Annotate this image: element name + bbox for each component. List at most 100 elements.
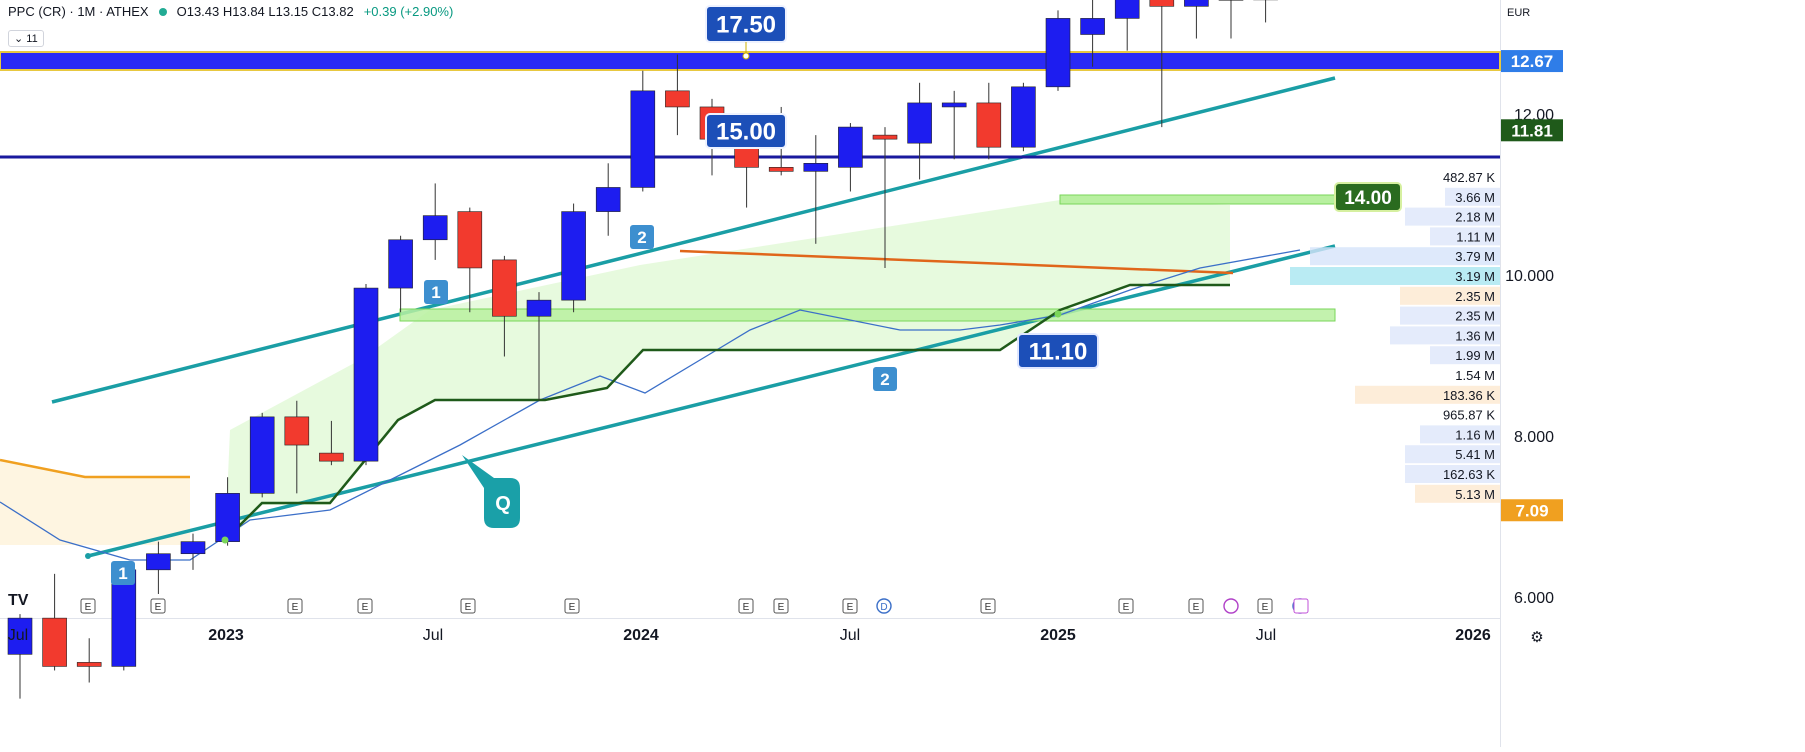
wave-2-top-text: 2 — [637, 228, 646, 247]
price-axis-divider — [1500, 0, 1501, 747]
future-earnings-marker — [1294, 599, 1308, 613]
change-value: +0.39 (+2.90%) — [364, 4, 454, 19]
volume-profile-label: 5.41 M — [1455, 447, 1495, 462]
earnings-marker-text: E — [743, 602, 750, 613]
indicator-count: 11 — [26, 33, 37, 45]
zone-anchor-marker — [1055, 311, 1062, 318]
candle-body — [458, 212, 482, 268]
volume-profile-label: 2.35 M — [1455, 309, 1495, 324]
channel-anchor-marker — [85, 553, 91, 559]
earnings-marker-text: E — [985, 602, 992, 613]
volume-profile-label: 1.11 M — [1456, 229, 1495, 244]
time-axis-tick: 2025 — [1040, 627, 1076, 644]
level-17-50-band — [0, 52, 1500, 70]
candle-body — [1115, 0, 1139, 18]
time-axis-tick: Jul — [423, 627, 443, 644]
label-17-50-anchor — [743, 53, 749, 59]
volume-profile-label: 5.13 M — [1455, 487, 1495, 502]
price-axis-tick: 6.000 — [1514, 590, 1554, 607]
candle-body — [1011, 87, 1035, 147]
volume-profile-label: 1.99 M — [1455, 348, 1495, 363]
tradingview-logo-text: TV — [8, 592, 29, 609]
split-marker — [1224, 599, 1238, 613]
time-axis-tick: Jul — [840, 627, 860, 644]
volume-profile-label: 162.63 K — [1443, 467, 1495, 482]
volume-profile-label: 3.66 M — [1455, 190, 1495, 205]
volume-profile-label: 1.36 M — [1455, 328, 1495, 343]
symbol-title[interactable]: PPC (CR) · 1M · ATHEX — [8, 4, 149, 19]
time-axis-tick: 2024 — [623, 627, 659, 644]
candle-body — [77, 662, 101, 666]
candle-body — [492, 260, 516, 316]
candle-body — [216, 493, 240, 541]
settings-gear-icon: ⚙ — [1530, 629, 1543, 646]
price-axis-tick: 8.000 — [1514, 429, 1554, 446]
label-11-10-text: 11.10 — [1029, 339, 1088, 366]
time-axis-divider — [0, 618, 1500, 619]
candle-body — [354, 288, 378, 461]
candle-body — [873, 135, 897, 139]
volume-profile-label: 482.87 K — [1443, 170, 1495, 185]
earnings-marker-text: E — [1262, 602, 1269, 613]
volume-profile-label: 3.19 M — [1455, 269, 1495, 284]
wave-1-top-text: 1 — [431, 283, 440, 302]
candle-body — [1046, 18, 1070, 86]
candle-body — [942, 103, 966, 107]
callout-q-shape — [462, 455, 520, 528]
price-axis-tick: 10.000 — [1505, 268, 1554, 285]
wave-1-bottom-text: 1 — [118, 564, 127, 583]
candle-body — [596, 187, 620, 211]
chart-header: PPC (CR) · 1M · ATHEX O13.43 H13.84 L13.… — [8, 4, 453, 19]
label-17-50-text: 17.50 — [716, 12, 776, 39]
earnings-marker-text: E — [85, 602, 92, 613]
time-axis-tick: Jul — [8, 627, 28, 644]
candle-body — [250, 417, 274, 493]
orange-fill-area — [0, 460, 190, 545]
candle-body — [1081, 18, 1105, 34]
volume-profile-label: 1.54 M — [1455, 368, 1495, 383]
candle-body — [562, 212, 586, 301]
price-tag-text: 7.09 — [1515, 501, 1548, 520]
candle-body — [804, 163, 828, 171]
candle-body — [43, 618, 67, 666]
label-14-00-text: 14.00 — [1344, 188, 1392, 209]
earnings-marker-text: E — [569, 602, 576, 613]
candle-body — [285, 417, 309, 445]
candle-body — [181, 542, 205, 554]
candle-body — [527, 300, 551, 316]
volume-profile-label: 2.18 M — [1455, 210, 1495, 225]
time-axis-tick: Jul — [1256, 627, 1276, 644]
candle-body — [977, 103, 1001, 147]
earnings-marker-text: E — [1123, 602, 1130, 613]
price-tag-text: 11.81 — [1511, 121, 1553, 140]
time-axis-tick: 2026 — [1455, 627, 1491, 644]
candle-body — [146, 554, 170, 570]
candle-body — [908, 103, 932, 143]
earnings-marker-text: E — [778, 602, 785, 613]
candle-body — [1184, 0, 1208, 6]
indicator-toggle[interactable]: ⌄ 11 — [8, 30, 44, 47]
price-tag-text: 12.67 — [1511, 52, 1554, 71]
zone-14-00 — [1060, 195, 1335, 204]
market-status-icon — [159, 8, 167, 16]
candle-body — [838, 127, 862, 167]
candle-body — [319, 453, 343, 461]
candle-body — [769, 167, 793, 171]
candle-body — [423, 216, 447, 240]
callout-q-text: Q — [495, 493, 511, 515]
earnings-marker-text: E — [155, 602, 162, 613]
line-start-marker — [222, 537, 229, 544]
earnings-marker-text: E — [292, 602, 299, 613]
volume-profile-label: 3.79 M — [1455, 249, 1495, 264]
volume-profile-label: 965.87 K — [1443, 408, 1495, 423]
earnings-marker-text: E — [465, 602, 472, 613]
candle-body — [665, 91, 689, 107]
ohlc-values: O13.43 H13.84 L13.15 C13.82 — [177, 4, 354, 19]
earnings-marker-text: E — [1193, 602, 1200, 613]
earnings-marker-text: E — [847, 602, 854, 613]
dividend-marker-text: D — [880, 602, 887, 613]
candle-body — [631, 91, 655, 188]
candle-body — [389, 240, 413, 288]
